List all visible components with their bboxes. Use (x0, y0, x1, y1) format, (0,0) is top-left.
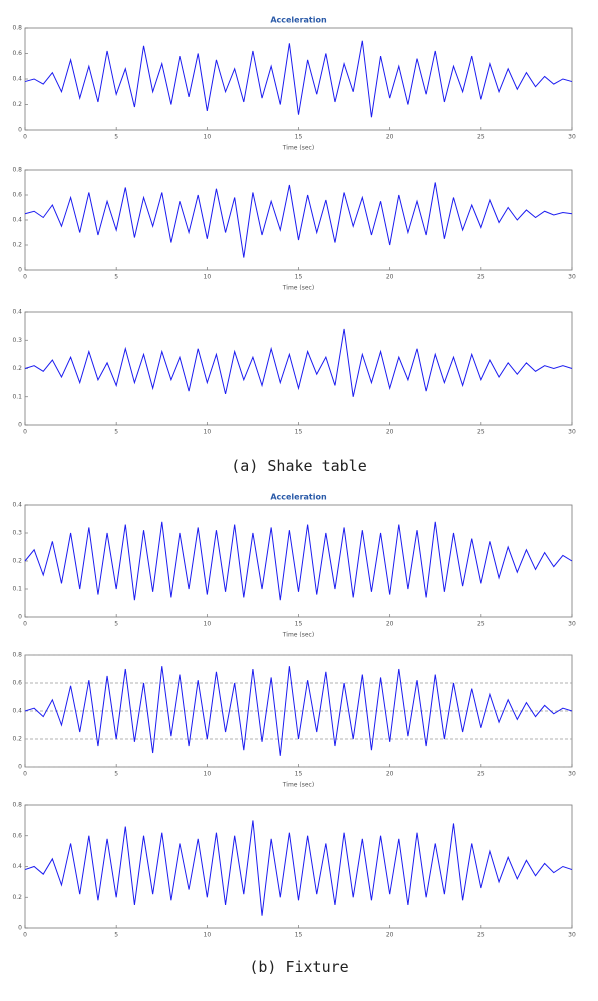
chart-title: Acceleration (270, 493, 327, 502)
y-tick-label: 0.4 (12, 217, 22, 224)
y-tick-label: 0 (18, 127, 22, 134)
y-tick-label: 0.6 (12, 192, 22, 199)
x-tick-label: 0 (23, 932, 27, 939)
signal-line (24, 182, 573, 258)
x-axis-label: Time (sec) (282, 632, 314, 639)
x-tick-label: 15 (295, 274, 303, 281)
x-tick-label: 10 (204, 621, 212, 628)
y-tick-label: 0.6 (12, 832, 22, 839)
x-tick-label: 30 (568, 429, 576, 436)
x-tick-label: 30 (568, 932, 576, 939)
x-tick-label: 10 (204, 134, 212, 141)
y-tick-label: 0.1 (12, 393, 22, 400)
y-tick-label: 0.4 (12, 76, 22, 83)
y-tick-label: 0.6 (12, 50, 22, 57)
y-tick-label: 0.4 (12, 309, 22, 316)
x-tick-label: 0 (23, 771, 27, 778)
x-tick-label: 25 (477, 932, 485, 939)
signal-line (24, 40, 573, 118)
x-tick-label: 30 (568, 274, 576, 281)
y-tick-label: 0 (18, 614, 22, 621)
x-tick-label: 5 (114, 621, 118, 628)
x-tick-label: 15 (295, 932, 303, 939)
y-tick-label: 0.8 (12, 802, 22, 809)
signal-line (24, 521, 573, 601)
y-tick-label: 0.2 (12, 101, 22, 108)
x-tick-label: 15 (295, 429, 303, 436)
plot-frame (24, 504, 573, 618)
x-tick-label: 20 (386, 274, 394, 281)
x-tick-label: 20 (386, 771, 394, 778)
x-tick-label: 30 (568, 771, 576, 778)
x-tick-label: 25 (477, 771, 485, 778)
y-tick-label: 0.2 (12, 736, 22, 743)
x-tick-label: 20 (386, 621, 394, 628)
signal-line (24, 820, 573, 916)
chart-title: Acceleration (270, 16, 327, 25)
x-tick-label: 25 (477, 429, 485, 436)
x-tick-label: 25 (477, 274, 485, 281)
x-tick-label: 5 (114, 771, 118, 778)
x-tick-label: 0 (23, 621, 27, 628)
x-tick-label: 15 (295, 134, 303, 141)
plot-frame (24, 311, 573, 426)
x-tick-label: 0 (23, 134, 27, 141)
x-tick-label: 10 (204, 274, 212, 281)
y-tick-label: 0.4 (12, 502, 22, 509)
y-tick-label: 0.8 (12, 652, 22, 659)
x-tick-label: 25 (477, 134, 485, 141)
y-tick-label: 0.2 (12, 365, 22, 372)
x-tick-label: 10 (204, 771, 212, 778)
plot-frame (24, 804, 573, 929)
x-tick-label: 30 (568, 621, 576, 628)
x-tick-label: 15 (295, 621, 303, 628)
x-tick-label: 10 (204, 932, 212, 939)
y-tick-label: 0.3 (12, 530, 22, 537)
y-tick-label: 0.2 (12, 558, 22, 565)
x-tick-label: 5 (114, 429, 118, 436)
x-axis-label: Time (sec) (282, 782, 314, 789)
y-tick-label: 0.3 (12, 337, 22, 344)
x-tick-label: 10 (204, 429, 212, 436)
plot-frame (24, 169, 573, 271)
x-tick-label: 20 (386, 429, 394, 436)
x-tick-label: 5 (114, 274, 118, 281)
caption: (b) Fixture (249, 958, 349, 976)
x-tick-label: 20 (386, 134, 394, 141)
x-tick-label: 0 (23, 429, 27, 436)
y-tick-label: 0.4 (12, 708, 22, 715)
signal-line (24, 666, 573, 756)
x-tick-label: 15 (295, 771, 303, 778)
y-tick-label: 0.8 (12, 25, 22, 32)
y-tick-label: 0.4 (12, 863, 22, 870)
x-axis-label: Time (sec) (282, 285, 314, 292)
y-tick-label: 0.2 (12, 894, 22, 901)
y-tick-label: 0.1 (12, 586, 22, 593)
x-tick-label: 5 (114, 932, 118, 939)
y-tick-label: 0.8 (12, 167, 22, 174)
x-tick-label: 25 (477, 621, 485, 628)
y-tick-label: 0.6 (12, 680, 22, 687)
caption: (a) Shake table (231, 457, 367, 475)
y-tick-label: 0 (18, 422, 22, 429)
signal-line (24, 328, 573, 397)
y-tick-label: 0 (18, 764, 22, 771)
x-tick-label: 20 (386, 932, 394, 939)
y-tick-label: 0 (18, 925, 22, 932)
x-axis-label: Time (sec) (282, 145, 314, 152)
x-tick-label: 5 (114, 134, 118, 141)
x-tick-label: 30 (568, 134, 576, 141)
x-tick-label: 0 (23, 274, 27, 281)
y-tick-label: 0 (18, 267, 22, 274)
y-tick-label: 0.2 (12, 242, 22, 249)
